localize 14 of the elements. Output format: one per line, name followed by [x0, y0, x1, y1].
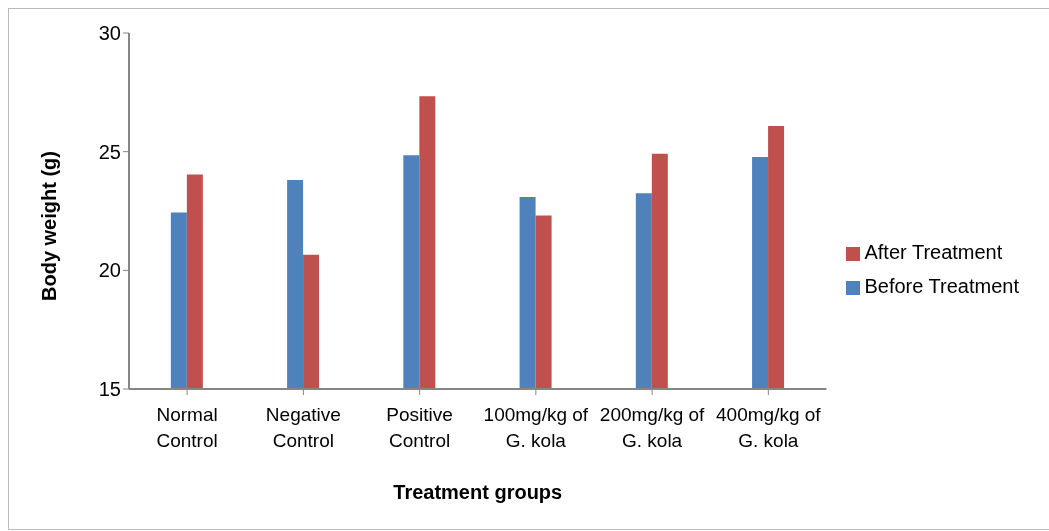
y-tick-label: 30 [98, 22, 121, 45]
y-tick-label: 25 [98, 140, 121, 163]
x-tick-label: Positive Control [386, 404, 453, 451]
y-tick-label: 15 [98, 378, 121, 401]
x-tick-label: 200mg/kg of G. kola [599, 404, 706, 451]
x-tick-label: 400mg/kg of G. kola [716, 404, 822, 451]
x-tick-label: Normal Control [156, 404, 218, 451]
y-tick-label: 20 [98, 259, 121, 282]
x-tick-label: 100mg/kg of G. kola [483, 404, 589, 451]
legend-label: Before Treatment [864, 275, 1019, 297]
legend-label: After Treatment [864, 241, 1003, 263]
x-axis-title: Treatment groups [393, 481, 563, 503]
y-axis-title: Body weight (g) [38, 151, 61, 301]
x-tick-label: Negative Control [265, 404, 341, 451]
